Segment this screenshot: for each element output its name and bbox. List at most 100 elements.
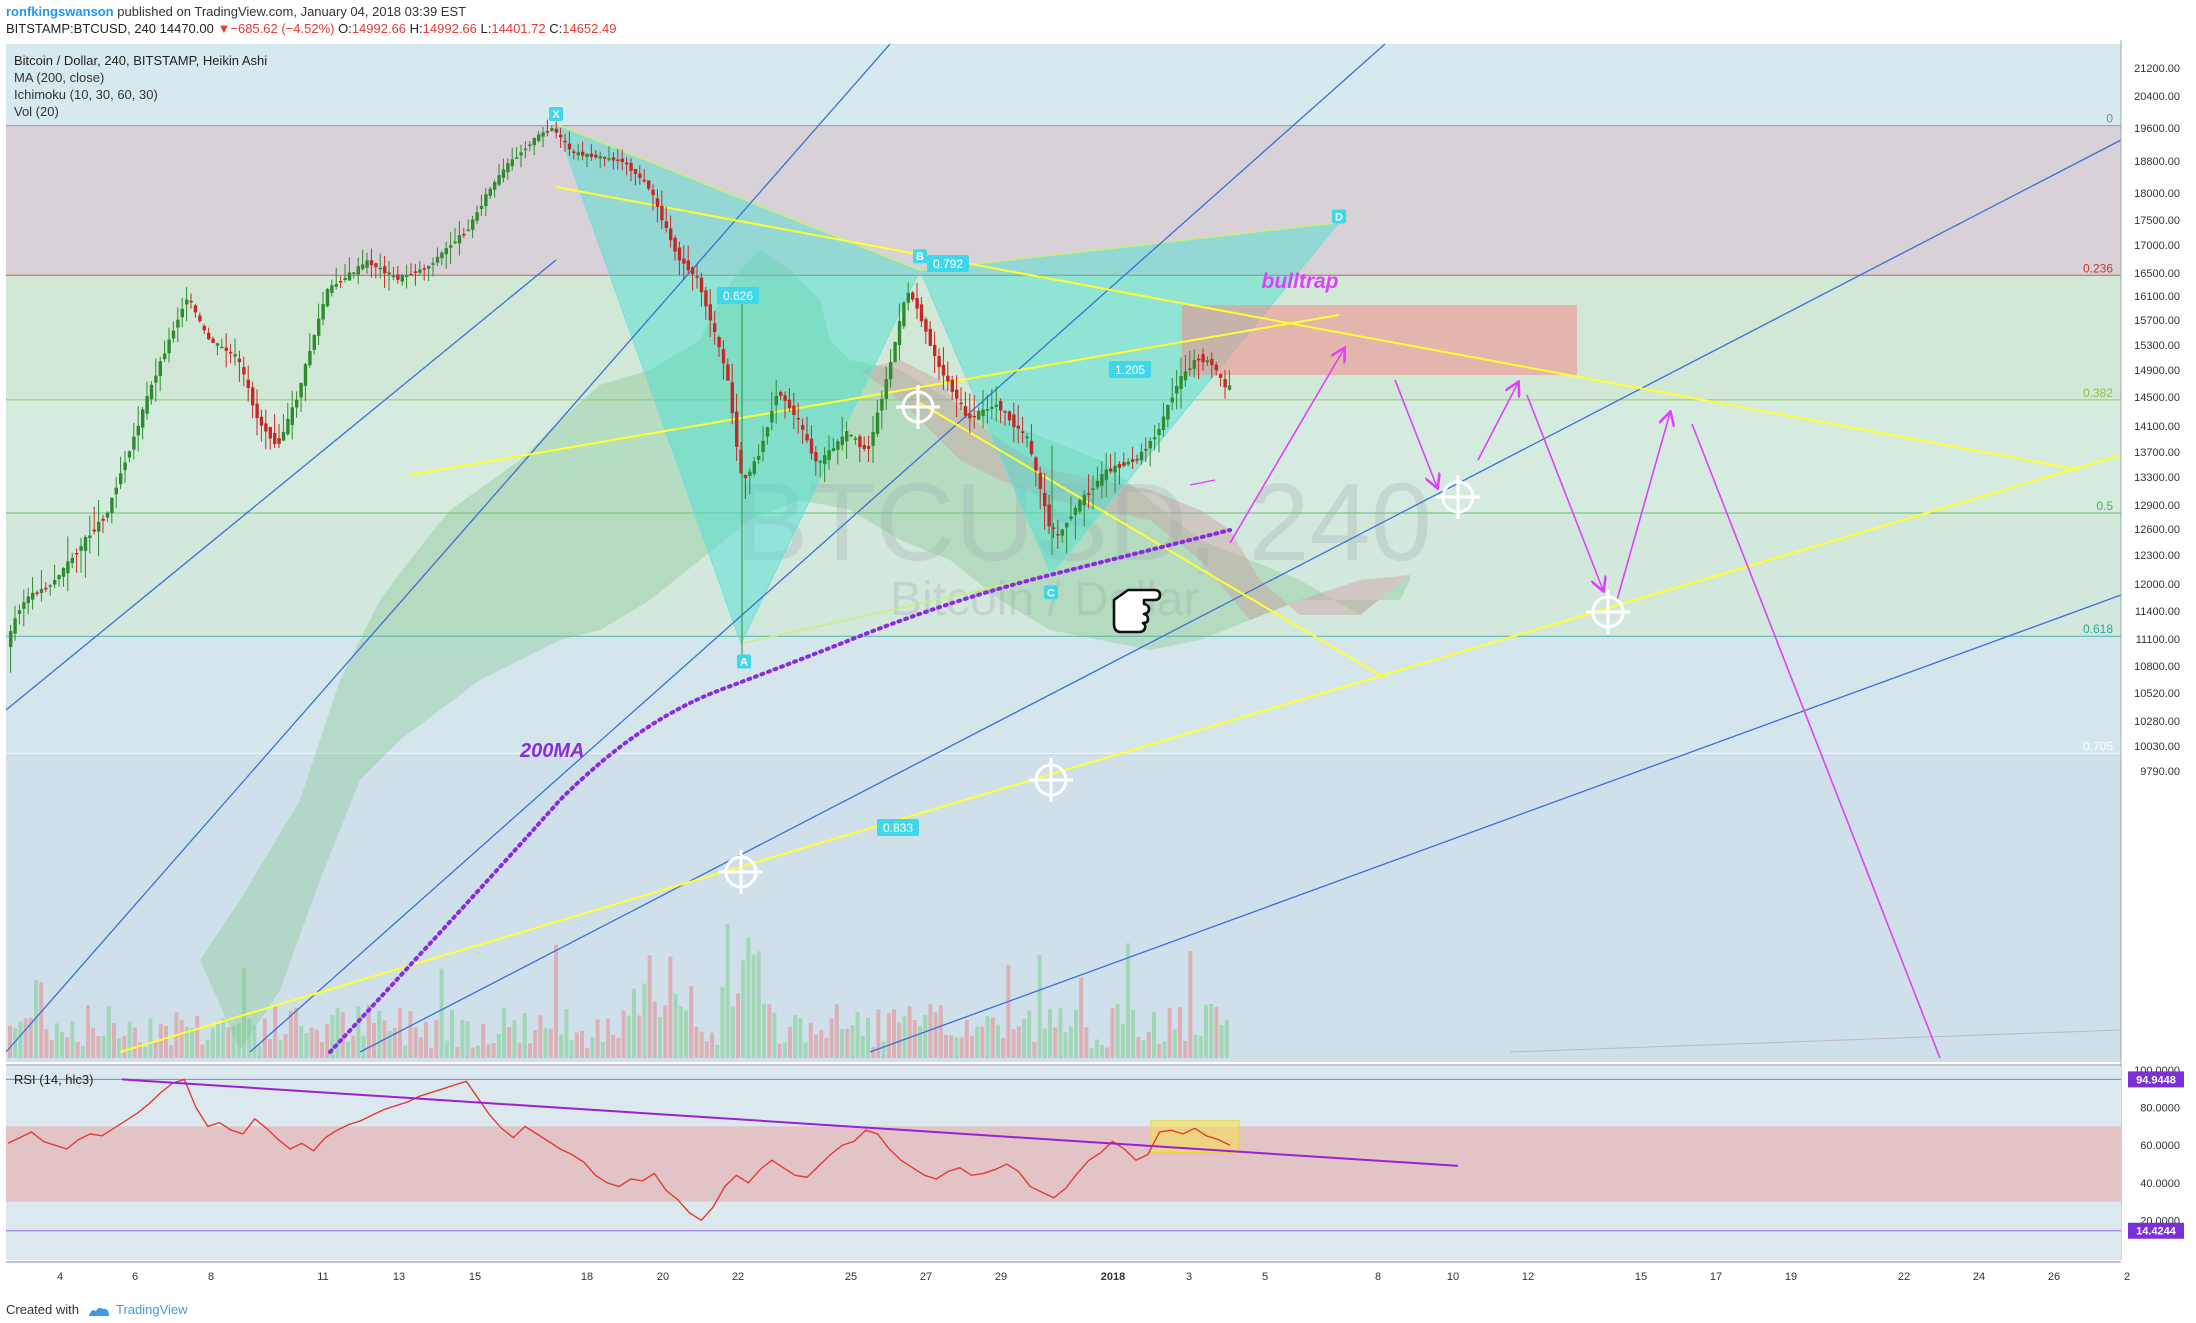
volume-bar	[762, 1003, 766, 1058]
candle-body	[57, 575, 61, 580]
candle-body	[321, 304, 325, 320]
candle-body	[1082, 494, 1086, 506]
volume-bar	[86, 1005, 90, 1058]
ratio-label: 0.792	[933, 257, 963, 271]
volume-bar	[309, 1027, 314, 1058]
candle-body	[620, 158, 624, 162]
rsi-tick-label: 40.0000	[2140, 1178, 2180, 1190]
candle-body	[919, 304, 924, 322]
candle-body	[541, 132, 545, 137]
candle-body	[955, 389, 959, 399]
volume-bar	[970, 1035, 974, 1058]
time-tick-label: 22	[1898, 1271, 1910, 1283]
volume-bar	[242, 968, 246, 1058]
trendline-yellow	[919, 402, 1386, 679]
volume-bar	[756, 951, 761, 1058]
volume-bar	[1068, 1026, 1073, 1058]
candle-body	[13, 618, 17, 634]
candle-body	[1205, 360, 1210, 363]
rsi-tick-label: 60.0000	[2140, 1140, 2180, 1152]
candle-body	[475, 212, 479, 221]
candle-body	[567, 143, 572, 150]
candle-body	[532, 138, 536, 146]
candle-body	[871, 431, 875, 446]
candle-body	[286, 418, 290, 435]
volume-bar	[299, 1026, 304, 1058]
candle-body	[633, 168, 638, 174]
candle-body	[607, 158, 611, 160]
point-marker	[549, 107, 563, 121]
volume-bar	[964, 1020, 969, 1058]
time-tick-label: 2018	[1101, 1271, 1125, 1283]
time-tick-label: 3	[1186, 1271, 1192, 1283]
candle-body	[127, 451, 132, 458]
created-with-text: Created with	[6, 1302, 79, 1317]
candle-body	[154, 375, 158, 383]
candle-body	[752, 461, 756, 474]
volume-bar	[517, 1043, 522, 1058]
candle-body	[1122, 462, 1126, 466]
volume-bar	[1162, 1041, 1167, 1058]
candle-body	[757, 455, 761, 460]
volume-bar	[75, 1041, 80, 1058]
candle-body	[123, 462, 127, 471]
candle-body	[611, 157, 616, 161]
candle-body	[1227, 385, 1232, 390]
volume-bar	[216, 1024, 220, 1058]
legend: Bitcoin / Dollar, 240, BITSTAMP, Heikin …	[14, 53, 267, 119]
projection-arrow	[1477, 383, 1518, 461]
candle-body	[977, 410, 981, 420]
ichimoku-cloud	[200, 250, 1410, 1050]
candle-body	[924, 319, 928, 332]
chart-header: ronfkingswanson published on TradingView…	[0, 0, 2196, 40]
candle-body	[559, 134, 563, 138]
candle-body	[1183, 371, 1188, 381]
legend-title: Bitcoin / Dollar, 240, BITSTAMP, Heikin …	[14, 53, 267, 68]
candle-body	[1219, 374, 1223, 378]
volume-bar	[1105, 1047, 1110, 1058]
projection-arrow	[1616, 413, 1670, 601]
fib-band	[6, 636, 2121, 754]
rsi-marker-label: 14.4244	[2136, 1226, 2177, 1238]
candle-body	[435, 256, 440, 263]
price-chart[interactable]: BTCUSD, 240 Bitcoin / Dollar XABCD0.6260…	[0, 40, 2196, 1297]
volume-bar	[918, 1026, 922, 1058]
candle-body	[761, 440, 765, 453]
candle-body	[422, 268, 426, 270]
candle-body	[356, 266, 360, 275]
author-link[interactable]: ronfkingswanson	[6, 4, 114, 19]
rsi-marker-box	[2128, 1071, 2184, 1088]
volume-bar	[808, 1023, 813, 1058]
candle-body	[440, 252, 444, 259]
candle-body	[88, 535, 92, 539]
time-tick-label: 12	[1522, 1271, 1534, 1283]
candle-body	[779, 392, 783, 396]
candle-body	[105, 512, 110, 518]
volume-bar	[767, 1004, 772, 1058]
candle-body	[845, 431, 849, 442]
candle-body	[224, 347, 228, 351]
time-tick-label: 8	[1375, 1271, 1381, 1283]
time-tick-label: 29	[995, 1271, 1007, 1283]
candle-body	[369, 260, 374, 266]
candle-body	[114, 487, 118, 495]
point-marker	[1332, 209, 1346, 224]
volume-bar	[455, 1047, 460, 1058]
ratio-label: 1.205	[1115, 363, 1145, 377]
price-axis[interactable]: 21200.00 20400.00 19600.00 18800.00 18000.00…	[2134, 40, 2180, 778]
time-tick-label: 24	[1973, 1271, 1985, 1283]
candle-body	[699, 277, 704, 293]
volume-bar	[335, 1008, 340, 1058]
fib-label: 0.236	[2083, 261, 2113, 275]
volume-bar	[236, 1023, 241, 1058]
volume-bar	[866, 1017, 870, 1058]
volume-bar	[725, 924, 730, 1058]
candle-body	[303, 364, 308, 386]
candle-body	[427, 265, 431, 269]
volume-bar	[912, 1019, 917, 1058]
time-tick-label: 25	[845, 1271, 857, 1283]
candle-body	[959, 402, 963, 405]
time-axis[interactable]: 4 6 8 11 13 15 18 20 22 25 27 29 2018 3 5 8 10 12 15 17 19 22…	[57, 1271, 2130, 1283]
tradingview-link[interactable]: TradingView	[116, 1302, 188, 1317]
volume-bar	[54, 1023, 59, 1058]
